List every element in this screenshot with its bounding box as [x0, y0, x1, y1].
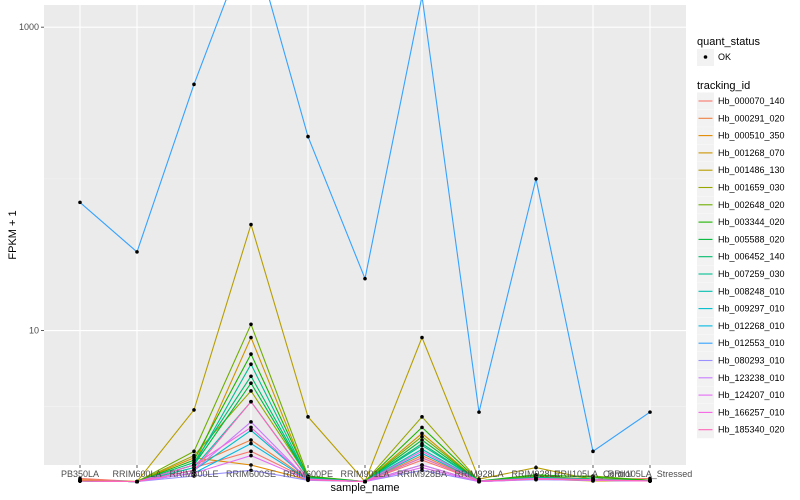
shape-legend-point	[703, 55, 708, 59]
data-point	[192, 474, 196, 478]
data-point	[192, 408, 196, 412]
data-point	[249, 441, 253, 446]
x-tick-label: PB350LA	[61, 469, 99, 479]
y-axis-title: FPKM + 1	[7, 210, 19, 259]
x-tick-label: RRIM600PE	[283, 469, 333, 479]
data-point	[192, 460, 196, 465]
color-legend-label: Hb_185340_020	[718, 425, 785, 435]
color-legend-label: Hb_080293_010	[718, 356, 785, 366]
data-point	[135, 479, 139, 484]
data-point	[249, 428, 253, 433]
data-point	[249, 438, 253, 442]
data-point	[192, 468, 196, 473]
x-tick-label: RRIM600SE	[226, 469, 276, 479]
data-point	[306, 415, 310, 419]
data-point	[249, 222, 253, 227]
color-legend-label: Hb_000291_020	[718, 113, 785, 123]
data-point	[306, 477, 310, 482]
data-point	[420, 431, 424, 436]
data-point	[420, 335, 424, 340]
legend: quant_status OK tracking_id Hb_000070_14…	[697, 36, 785, 439]
x-tick-label: RRIM600LE	[169, 469, 218, 479]
data-point	[249, 352, 253, 356]
color-legend-label: Hb_002648_020	[718, 200, 785, 210]
x-axis-title: sample_name	[330, 482, 399, 494]
grid-major	[44, 5, 686, 465]
data-point	[591, 449, 595, 454]
data-point	[78, 200, 82, 205]
x-tick-label: RRIM901LA	[340, 469, 389, 479]
data-point	[135, 250, 139, 254]
x-tick-label: RRII105LA_Stressed	[608, 469, 693, 479]
data-point	[78, 479, 82, 483]
data-point	[192, 471, 196, 475]
data-point	[363, 479, 367, 484]
x-tick-label: RRIM928LA	[454, 469, 503, 479]
color-legend-label: Hb_012553_010	[718, 338, 785, 348]
x-tick-label: RRII105LA_Control	[554, 469, 632, 479]
color-legend-label: Hb_001268_070	[718, 148, 785, 158]
data-point	[477, 410, 481, 414]
data-point	[192, 453, 196, 458]
color-legend-label: Hb_124207_010	[718, 390, 785, 400]
data-point	[420, 468, 424, 473]
y-tick-label: 1000	[19, 22, 39, 32]
data-point	[249, 389, 253, 393]
color-legend-items: Hb_000070_140 Hb_000291_020 Hb_000510_350 H…	[697, 92, 785, 439]
color-legend-label: Hb_123238_010	[718, 373, 785, 383]
x-axis: PB350LA RRIM600LA RRIM600LE RRIM600SE RRIM60…	[61, 465, 692, 479]
color-legend-label: Hb_001486_130	[718, 165, 785, 175]
data-point	[420, 449, 424, 454]
series-points	[78, 82, 652, 484]
color-legend-label: Hb_008248_010	[718, 286, 785, 296]
color-legend-label: Hb_009297_010	[718, 304, 785, 314]
data-point	[648, 479, 652, 483]
color-legend-label: Hb_000070_140	[718, 96, 785, 106]
color-legend-label: Hb_000510_350	[718, 131, 785, 141]
data-point	[192, 82, 196, 87]
data-point	[249, 374, 253, 379]
data-point	[192, 449, 196, 454]
data-point	[534, 477, 538, 481]
data-point	[306, 134, 310, 139]
color-legend-label: Hb_166257_010	[718, 407, 785, 417]
data-point	[648, 410, 652, 414]
data-point	[420, 438, 424, 442]
data-point	[249, 335, 253, 340]
shape-legend-items: OK	[697, 49, 731, 66]
data-point	[249, 449, 253, 454]
data-point	[249, 362, 253, 367]
data-point	[363, 276, 367, 281]
color-legend-label: Hb_006452_140	[718, 252, 785, 262]
data-point	[249, 399, 253, 404]
color-legend-label: Hb_012268_010	[718, 321, 785, 331]
data-point	[591, 477, 595, 482]
data-point	[420, 456, 424, 460]
color-legend-label: Hb_003344_020	[718, 217, 785, 227]
data-point	[249, 453, 253, 458]
color-legend-label: Hb_005588_020	[718, 234, 785, 244]
x-tick-label: RRIM928BA	[397, 469, 447, 479]
data-point	[420, 425, 424, 430]
data-point	[420, 434, 424, 439]
y-axis: 10 1000	[19, 22, 44, 336]
data-point	[477, 479, 481, 483]
color-legend-title: tracking_id	[697, 80, 750, 92]
x-tick-label: RRIM928LE	[511, 469, 560, 479]
data-point	[249, 425, 253, 430]
data-point	[420, 415, 424, 419]
shape-legend-label: OK	[718, 52, 731, 62]
data-point	[420, 443, 424, 448]
y-tick-label: 10	[29, 326, 39, 336]
data-point	[249, 420, 253, 424]
color-legend-label: Hb_007259_030	[718, 269, 785, 279]
data-point	[249, 468, 253, 473]
shape-legend-title: quant_status	[697, 36, 760, 48]
data-point	[534, 177, 538, 181]
color-legend-label: Hb_001659_030	[718, 183, 785, 193]
data-point	[249, 322, 253, 327]
data-point	[249, 381, 253, 385]
x-tick-label: RRIM600LA	[112, 469, 161, 479]
